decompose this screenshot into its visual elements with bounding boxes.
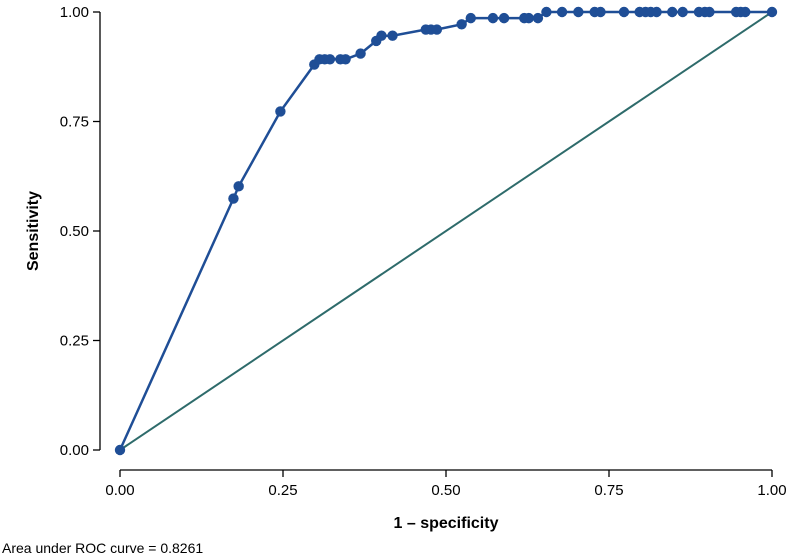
roc-point [766, 6, 778, 18]
x-tick-label: 1.00 [757, 482, 786, 499]
roc-point [498, 12, 510, 24]
x-tick-label: 0.75 [594, 482, 623, 499]
y-tick-label: 0.75 [60, 114, 89, 131]
x-axis-title: 1 – specificity [394, 515, 499, 532]
roc-point [324, 54, 336, 65]
roc-point [114, 444, 126, 456]
roc-point [376, 30, 387, 41]
roc-point [523, 12, 535, 24]
y-tick-label: 0.25 [60, 333, 89, 350]
roc-point [465, 12, 476, 24]
roc-point [618, 6, 630, 18]
x-tick-label: 0.50 [431, 482, 460, 499]
roc-point [456, 19, 467, 30]
roc-points [114, 6, 778, 456]
roc-point [556, 6, 568, 18]
x-tick-label: 0.00 [105, 482, 134, 499]
y-tick-label: 0.50 [60, 223, 89, 240]
roc-point [487, 12, 499, 24]
roc-point [651, 6, 662, 18]
roc-point [740, 6, 751, 18]
y-tick-label: 1.00 [60, 4, 89, 21]
axes [93, 11, 773, 477]
roc-point [677, 6, 688, 18]
roc-point [340, 54, 351, 65]
roc-point [387, 30, 398, 41]
auc-note: Area under ROC curve = 0.8261 [2, 540, 203, 556]
x-tick-label: 0.25 [268, 482, 297, 499]
roc-point [541, 6, 552, 18]
tick-labels: 0.00 0.25 0.50 0.75 1.00 0.00 0.25 0.50 0.75 1.00 [60, 4, 787, 499]
roc-point [233, 181, 244, 192]
reference-diagonal-line [119, 11, 773, 451]
roc-point [275, 106, 286, 117]
roc-point [532, 12, 544, 24]
roc-point [228, 193, 239, 204]
roc-point [595, 6, 606, 18]
roc-point [704, 6, 715, 18]
roc-point [667, 6, 678, 18]
y-tick-label: 0.00 [60, 442, 89, 459]
roc-point [431, 24, 443, 35]
roc-point [573, 6, 584, 18]
roc-point [355, 48, 366, 59]
y-axis-title: Sensitivity [25, 191, 42, 271]
